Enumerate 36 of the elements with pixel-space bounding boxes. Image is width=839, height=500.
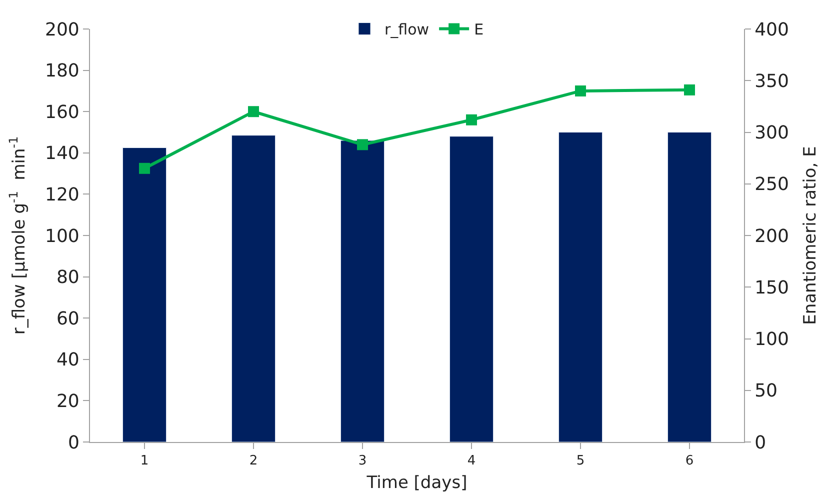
y-tick-label: 40 [56,350,80,371]
y-tick-label: 0 [68,432,80,454]
y-tick-label: 120 [45,184,80,206]
x-tick-label: 4 [467,454,476,469]
point [466,114,477,126]
point [139,162,150,174]
x-tick-label: 3 [358,454,367,469]
y2-tick-label: 350 [754,70,789,92]
y-tick-label: 180 [45,60,80,82]
y2-tick-label: 400 [754,19,789,40]
y2-axis-title: Enantiomeric ratio, E [800,146,820,325]
y-tick-label: 200 [45,19,80,40]
y2-tick-label: 250 [754,174,789,196]
y2-tick-label: 0 [754,432,766,454]
y2-tick-label: 50 [754,380,778,402]
legend-label: r_flow [384,20,430,39]
point [248,106,259,118]
y2-tick-label: 300 [754,122,789,144]
x-tick-label: 6 [685,454,694,469]
y-tick-label: 160 [45,102,80,123]
legend-label: E [474,20,484,39]
point [575,85,586,96]
y-tick-label: 100 [45,226,80,247]
y-tick-label: 20 [56,391,80,412]
x-axis-title: Time [days] [366,473,468,493]
x-tick-label: 5 [576,454,585,469]
x-tick-label: 1 [140,454,149,469]
x-tick-label: 2 [249,454,258,469]
point [357,139,368,150]
y2-tick-label: 100 [754,329,789,350]
point [684,84,695,96]
y-tick-label: 80 [56,267,80,288]
y2-tick-label: 200 [754,226,789,247]
y2-tick-label: 150 [754,277,789,298]
y-tick-label: 60 [56,308,80,330]
y-tick-label: 140 [45,143,80,164]
